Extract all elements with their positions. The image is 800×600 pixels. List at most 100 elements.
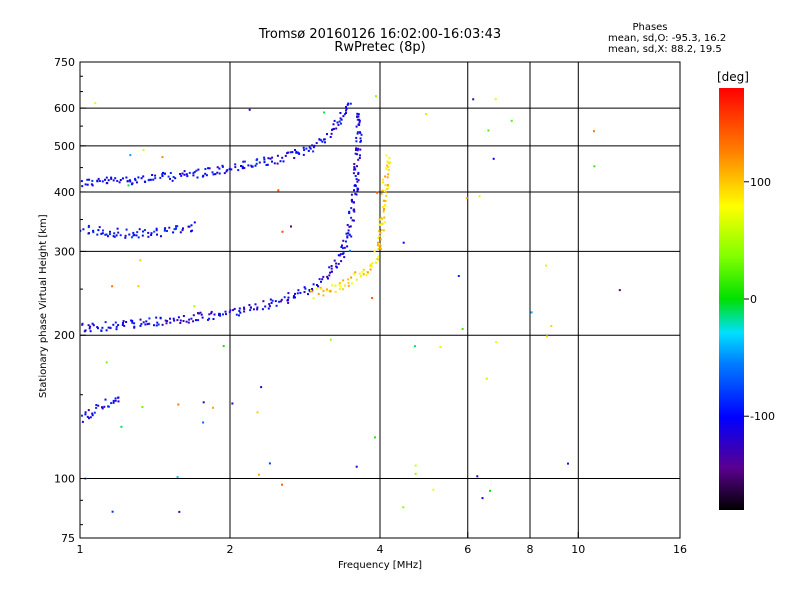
echo-point-sparse <box>546 335 548 338</box>
echo-point-f2-o-mode-lower <box>117 324 120 327</box>
echo-point-f2-o-mode-lower <box>350 235 353 238</box>
echo-point-second-hop <box>138 228 141 231</box>
echo-point-f2-o-mode-upper <box>192 174 195 177</box>
echo-point-f2-o-mode-lower <box>317 285 320 288</box>
echo-point-e-region-echoes <box>114 397 117 400</box>
echo-point-f2-o-mode-lower <box>360 139 362 142</box>
echo-point-f2-x-mode <box>385 191 387 193</box>
echo-point-f2-x-mode <box>384 199 387 202</box>
echo-point-f2-x-mode <box>369 264 372 267</box>
echo-point-f2-o-mode-upper <box>211 171 214 174</box>
echo-point-f2-o-mode-lower <box>341 252 344 255</box>
echo-point-f2-x-mode <box>389 161 392 164</box>
echo-point-second-hop <box>77 232 79 234</box>
echo-point-f2-o-mode-lower <box>144 323 147 326</box>
echo-point-sparse <box>222 345 225 348</box>
echo-point-f2-o-mode-lower <box>176 319 179 322</box>
echo-point-sparse <box>176 476 179 478</box>
echo-point-f2-x-mode <box>379 224 382 226</box>
echo-point-f2-o-mode-lower <box>261 308 264 311</box>
echo-point-f2-o-mode-upper <box>86 183 89 186</box>
echo-point-f2-o-mode-upper <box>90 183 93 186</box>
echo-point-f2-o-mode-upper <box>340 122 342 125</box>
echo-point-sparse <box>277 189 280 192</box>
echo-point-f2-o-mode-upper <box>161 175 164 177</box>
echo-point-f2-o-mode-lower <box>153 324 155 327</box>
echo-point-f2-o-mode-upper <box>136 181 138 184</box>
echo-point-sparse <box>413 345 416 348</box>
echo-point-f2-o-mode-upper <box>148 178 151 181</box>
echo-point-f2-o-mode-lower <box>353 184 356 187</box>
echo-point-e-region-echoes <box>87 409 90 412</box>
echo-point-f2-o-mode-lower <box>101 326 104 329</box>
echo-point-f2-o-mode-upper <box>181 172 184 175</box>
echo-point-f2-o-mode-lower <box>280 298 283 301</box>
echo-point-f2-o-mode-upper <box>295 151 298 154</box>
echo-point-second-hop <box>156 233 158 236</box>
echo-point-f2-x-mode <box>384 221 387 224</box>
echo-point-f2-o-mode-upper <box>340 118 343 121</box>
echo-point-sparse <box>161 156 164 159</box>
echo-point-second-hop <box>191 229 193 232</box>
echo-points <box>77 95 621 513</box>
echo-point-e-region-echoes <box>95 406 98 409</box>
echo-point-f2-o-mode-lower <box>89 325 92 328</box>
echo-point-f2-o-mode-upper <box>255 159 258 162</box>
echo-point-f2-x-mode <box>382 181 384 184</box>
echo-point-f2-o-mode-upper <box>225 170 228 173</box>
echo-point-second-hop <box>112 235 115 238</box>
echo-point-f2-o-mode-lower <box>330 267 333 270</box>
echo-point-f2-o-mode-upper <box>101 180 104 183</box>
echo-point-f2-o-mode-lower <box>358 157 361 159</box>
chart-subtitle: RwPretec (8p) <box>334 40 426 55</box>
echo-point-f2-o-mode-lower <box>353 189 355 192</box>
echo-point-sparse <box>476 475 479 478</box>
echo-point-f2-o-mode-lower <box>182 320 185 322</box>
echo-point-second-hop <box>133 233 136 236</box>
echo-point-second-hop <box>102 229 104 232</box>
echo-point-f2-o-mode-upper <box>279 160 282 163</box>
echo-point-sparse <box>593 165 596 168</box>
echo-point-f2-o-mode-upper <box>96 179 99 182</box>
echo-point-f2-o-mode-lower <box>355 178 358 181</box>
echo-point-f2-o-mode-upper <box>204 172 207 175</box>
echo-point-f2-x-mode <box>379 232 382 234</box>
echo-point-f2-o-mode-lower <box>225 313 227 316</box>
echo-point-f2-o-mode-lower <box>187 321 190 324</box>
echo-point-f2-o-mode-upper <box>152 178 155 181</box>
echo-point-f2-o-mode-lower <box>212 318 215 320</box>
echo-point-sparse <box>489 489 491 492</box>
echo-point-sparse <box>567 462 569 465</box>
echo-point-f2-o-mode-upper <box>269 157 272 160</box>
echo-point-sparse <box>290 225 292 228</box>
echo-point-f2-o-mode-lower <box>256 308 259 311</box>
echo-point-second-hop <box>163 228 166 231</box>
echo-point-f2-o-mode-upper <box>276 154 279 157</box>
echo-point-f2-o-mode-upper <box>266 163 269 166</box>
echo-point-f2-o-mode-upper <box>223 172 226 175</box>
echo-point-f2-x-mode <box>380 248 383 250</box>
echo-point-f2-o-mode-lower <box>146 323 149 326</box>
echo-point-second-hop <box>142 230 144 233</box>
echo-point-f2-o-mode-upper <box>134 177 136 180</box>
echo-point-sparse <box>281 230 284 233</box>
echo-point-f2-o-mode-lower <box>303 291 306 293</box>
echo-point-f2-x-mode <box>351 282 353 285</box>
echo-point-f2-o-mode-lower <box>356 153 359 156</box>
echo-point-f2-o-mode-lower <box>208 313 211 316</box>
echo-point-f2-o-mode-lower <box>356 189 359 192</box>
echo-point-f2-o-mode-upper <box>214 173 217 176</box>
echo-point-f2-o-mode-upper <box>331 128 334 131</box>
echo-point-f2-x-mode <box>380 228 383 231</box>
echo-point-f2-o-mode-lower <box>222 313 224 316</box>
echo-point-f2-o-mode-lower <box>358 118 361 121</box>
echo-point-second-hop <box>176 225 179 228</box>
phase-stat-x: mean, sd,X: 88.2, 19.5 <box>608 44 722 55</box>
echo-point-e-region-echoes <box>103 405 106 408</box>
echo-point-f2-x-mode <box>385 194 388 197</box>
echo-point-e-region-echoes <box>101 406 103 409</box>
echo-point-f2-o-mode-upper <box>281 156 284 159</box>
echo-point-sparse <box>414 472 417 475</box>
echo-point-f2-o-mode-lower <box>210 310 213 313</box>
echo-point-f2-o-mode-upper <box>204 168 207 170</box>
